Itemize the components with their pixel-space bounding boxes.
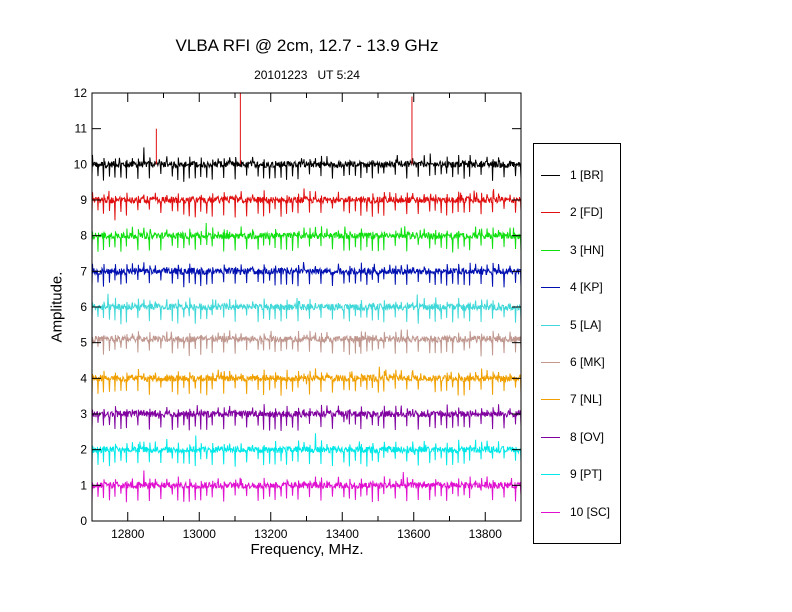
legend-item: 10 [SC]: [534, 504, 622, 520]
y-tick-label: 11: [75, 122, 88, 136]
x-tick-label: 13400: [326, 527, 360, 541]
legend-item: 3 [HN]: [534, 242, 622, 258]
legend-item: 5 [LA]: [534, 317, 622, 333]
y-tick-label: 6: [80, 300, 87, 314]
legend-label: 7 [NL]: [570, 392, 603, 407]
legend-item: 2 [FD]: [534, 205, 622, 220]
y-tick-label: 8: [80, 229, 87, 243]
y-tick-label: 7: [80, 264, 87, 278]
series-line-10: [92, 470, 521, 503]
legend-swatch: [541, 511, 560, 513]
legend-item: 1 [BR]: [534, 168, 622, 183]
x-tick-label: 13600: [397, 527, 431, 541]
x-tick-label: 13000: [183, 527, 217, 541]
series-line-3: [92, 222, 521, 253]
legend: 1 [BR] 2 [FD] 3 [HN] 4 [KP] 5 [LA] 6 [MK] 7 [N…: [533, 143, 621, 544]
legend-swatch: [541, 175, 560, 176]
y-tick-label: 5: [80, 336, 87, 350]
legend-label: 10 [SC]: [570, 504, 611, 519]
legend-label: 5 [LA]: [570, 317, 602, 332]
legend-swatch: [541, 474, 560, 476]
legend-swatch: [541, 324, 560, 326]
legend-swatch: [541, 362, 560, 363]
legend-swatch: [541, 249, 560, 251]
legend-label: 4 [KP]: [570, 280, 603, 295]
series-line-6: [92, 329, 521, 357]
legend-label: 1 [BR]: [570, 168, 604, 182]
series-line-5: [92, 293, 521, 325]
series-line-8: [92, 404, 521, 432]
legend-label: 8 [OV]: [570, 429, 605, 444]
x-tick-label: 13200: [254, 527, 288, 541]
legend-item: 9 [PT]: [534, 467, 622, 482]
y-tick-label: 0: [80, 514, 87, 528]
legend-swatch: [541, 212, 560, 214]
legend-swatch: [541, 436, 560, 438]
legend-item: 4 [KP]: [534, 280, 622, 295]
legend-swatch: [541, 399, 560, 401]
legend-label: 2 [FD]: [570, 205, 603, 220]
chart-subtitle: 20101223 UT 5:24: [254, 68, 360, 82]
y-tick-label: 2: [80, 443, 87, 457]
series-line-7: [92, 366, 521, 396]
legend-item: 6 [MK]: [534, 355, 622, 370]
y-tick-label: 9: [80, 193, 87, 207]
y-tick-label: 10: [74, 157, 88, 171]
y-tick-label: 1: [80, 478, 87, 492]
series-line-2: [92, 188, 521, 221]
y-tick-label: 4: [80, 371, 87, 385]
y-tick-label: 3: [80, 407, 87, 421]
series-line-1: [92, 147, 521, 182]
series-line-9: [92, 433, 521, 467]
legend-label: 9 [PT]: [570, 467, 603, 482]
legend-label: 3 [HN]: [570, 242, 605, 257]
x-tick-label: 13800: [469, 527, 503, 541]
legend-item: 7 [NL]: [534, 392, 622, 407]
series-line-4: [92, 262, 521, 288]
x-axis-label: Frequency, MHz.: [250, 541, 364, 558]
legend-label: 6 [MK]: [570, 355, 605, 369]
chart-title: VLBA RFI @ 2cm, 12.7 - 13.9 GHz: [175, 36, 439, 55]
y-tick-label: 12: [74, 86, 88, 100]
legend-item: 8 [OV]: [534, 429, 622, 445]
x-tick-label: 12800: [111, 527, 145, 541]
legend-swatch: [541, 287, 560, 289]
